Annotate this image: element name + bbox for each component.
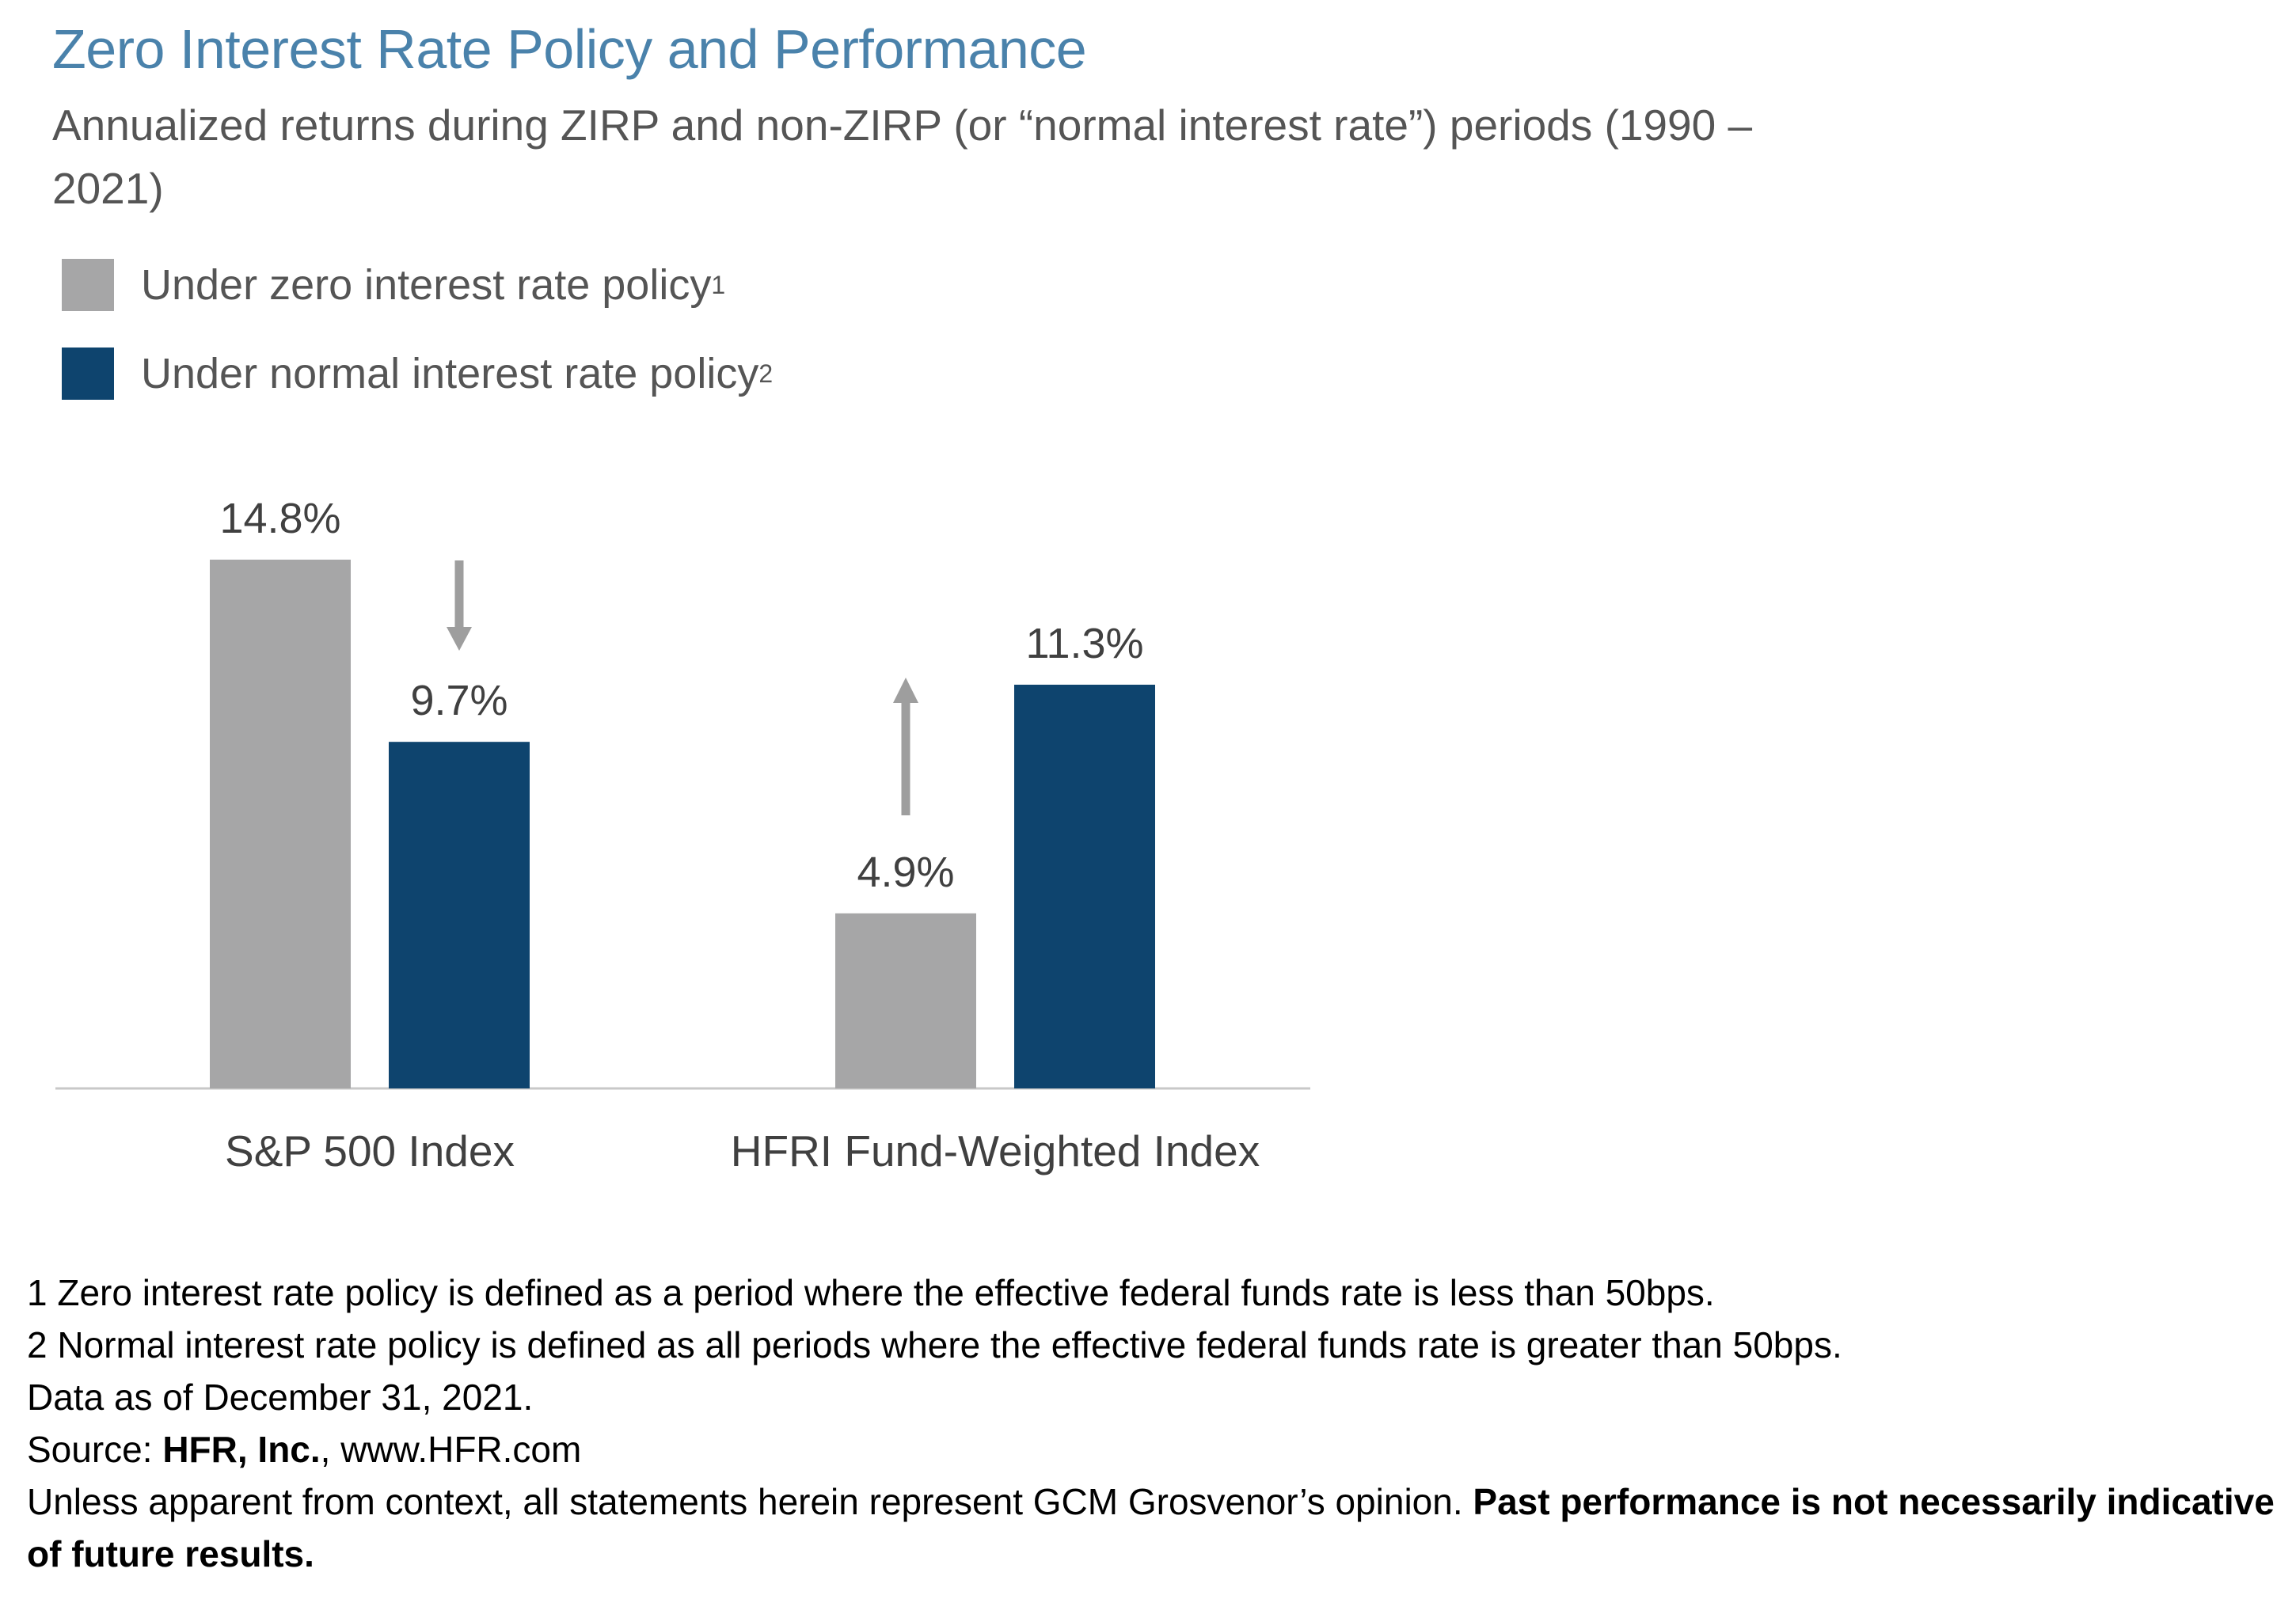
legend-swatch-navy xyxy=(62,348,114,400)
legend-label-zirp: Under zero interest rate policy xyxy=(141,261,712,309)
disclaimer-text: Unless apparent from context, all statem… xyxy=(27,1481,1473,1522)
footnote-1: 1 Zero interest rate policy is defined a… xyxy=(27,1272,1715,1313)
data-label-1-0: 4.9% xyxy=(857,849,954,896)
bar-chart: 14.8% 9.7% S&P 500 Index 4.9% 11.3% HFRI Fund… xyxy=(55,495,1310,1176)
category-label-0: S&P 500 Index xyxy=(225,1126,515,1176)
chart-title: Zero Interest Rate Policy and Performanc… xyxy=(52,18,1087,80)
disclaimer-bold: Past performance is not necessarily indi… xyxy=(27,1481,2275,1574)
legend-swatch-gray xyxy=(62,259,114,311)
bar-0-0 xyxy=(210,560,351,1088)
source-url: , www.HFR.com xyxy=(320,1429,582,1470)
chart-subtitle: Annualized returns during ZIRP and non-Z… xyxy=(52,101,1753,213)
source-line: Source: HFR, Inc., www.HFR.com xyxy=(27,1423,2275,1476)
bar-1-1 xyxy=(1014,684,1155,1088)
source-prefix: Source: xyxy=(27,1429,163,1470)
footnotes: 1 Zero interest rate policy is defined a… xyxy=(27,1267,2275,1580)
bar-1-0 xyxy=(835,913,976,1088)
data-label-0-0: 14.8% xyxy=(219,495,340,542)
data-label-1-1: 11.3% xyxy=(1025,620,1143,667)
bar-0-1 xyxy=(389,742,530,1088)
source-name: HFR, Inc. xyxy=(162,1429,321,1470)
legend-label-normal: Under normal interest rate policy xyxy=(141,350,759,397)
arrow-up-icon xyxy=(893,678,918,703)
footnote-2: 2 Normal interest rate policy is defined… xyxy=(27,1324,1842,1365)
arrow-down-icon xyxy=(447,627,472,651)
data-as-of: Data as of December 31, 2021. xyxy=(27,1377,534,1418)
legend-item-zirp: Under zero interest rate policy 1 xyxy=(62,257,725,313)
category-label-1: HFRI Fund-Weighted Index xyxy=(731,1126,1260,1176)
disclaimer: Unless apparent from context, all statem… xyxy=(27,1476,2275,1580)
data-label-0-1: 9.7% xyxy=(410,677,507,724)
legend-item-normal: Under normal interest rate policy 2 xyxy=(62,346,773,401)
